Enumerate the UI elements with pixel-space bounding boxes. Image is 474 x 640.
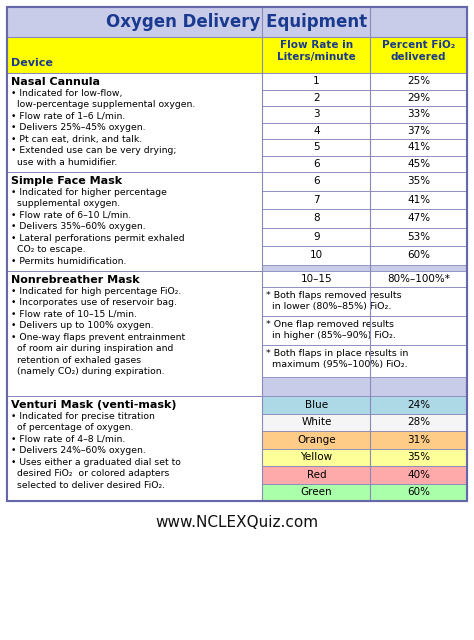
Bar bbox=[370, 431, 467, 449]
Text: • Indicated for high percentage FiO₂.
• Incorporates use of reservoir bag.
• Flo: • Indicated for high percentage FiO₂. • … bbox=[11, 287, 185, 376]
Text: 41%: 41% bbox=[407, 195, 430, 205]
Bar bbox=[262, 172, 370, 191]
Bar bbox=[370, 466, 467, 483]
Text: 35%: 35% bbox=[407, 452, 430, 462]
Bar bbox=[262, 271, 370, 287]
Bar bbox=[262, 483, 370, 501]
Bar bbox=[262, 122, 370, 139]
Bar bbox=[370, 246, 467, 264]
Text: 37%: 37% bbox=[407, 125, 430, 136]
Bar bbox=[262, 106, 370, 122]
Bar bbox=[262, 287, 467, 316]
Bar bbox=[262, 73, 370, 90]
Text: Red: Red bbox=[307, 470, 326, 480]
Bar bbox=[370, 106, 467, 122]
Text: Percent FiO₂
delivered: Percent FiO₂ delivered bbox=[382, 40, 456, 62]
Bar bbox=[262, 227, 370, 246]
Bar bbox=[370, 122, 467, 139]
Text: 9: 9 bbox=[313, 232, 319, 242]
Bar bbox=[370, 139, 467, 156]
Text: www.NCLEXQuiz.com: www.NCLEXQuiz.com bbox=[155, 515, 319, 530]
Bar bbox=[262, 413, 370, 431]
Bar bbox=[370, 90, 467, 106]
Text: 60%: 60% bbox=[407, 250, 430, 260]
Text: 25%: 25% bbox=[407, 76, 430, 86]
Bar bbox=[7, 271, 262, 396]
Text: 40%: 40% bbox=[407, 470, 430, 480]
Bar bbox=[262, 431, 370, 449]
Text: Venturi Mask (venti-mask): Venturi Mask (venti-mask) bbox=[11, 400, 176, 410]
Text: 6: 6 bbox=[313, 159, 319, 169]
Text: 80%–100%*: 80%–100%* bbox=[387, 274, 450, 284]
Text: 41%: 41% bbox=[407, 142, 430, 152]
Bar bbox=[262, 191, 370, 209]
Bar bbox=[262, 345, 467, 377]
Text: 5: 5 bbox=[313, 142, 319, 152]
Bar bbox=[7, 7, 467, 501]
Text: 2: 2 bbox=[313, 93, 319, 103]
Text: Flow Rate in
Liters/minute: Flow Rate in Liters/minute bbox=[277, 40, 356, 62]
Text: Device: Device bbox=[11, 58, 53, 68]
Text: 4: 4 bbox=[313, 125, 319, 136]
Text: Simple Face Mask: Simple Face Mask bbox=[11, 176, 122, 186]
Text: 29%: 29% bbox=[407, 93, 430, 103]
Text: * Both flaps removed results
  in lower (80%–85%) FiO₂.: * Both flaps removed results in lower (8… bbox=[266, 291, 402, 311]
Bar bbox=[262, 316, 467, 345]
Text: Nasal Cannula: Nasal Cannula bbox=[11, 77, 100, 87]
Bar bbox=[370, 156, 467, 172]
Text: 35%: 35% bbox=[407, 176, 430, 186]
Text: 60%: 60% bbox=[407, 487, 430, 497]
Text: 1: 1 bbox=[313, 76, 319, 86]
Bar bbox=[370, 191, 467, 209]
Text: 28%: 28% bbox=[407, 417, 430, 428]
Bar bbox=[262, 156, 370, 172]
Text: 10–15: 10–15 bbox=[301, 274, 332, 284]
Bar bbox=[7, 7, 467, 37]
Bar bbox=[370, 449, 467, 466]
Text: Nonrebreather Mask: Nonrebreather Mask bbox=[11, 275, 140, 285]
Text: Blue: Blue bbox=[305, 400, 328, 410]
Text: 45%: 45% bbox=[407, 159, 430, 169]
Text: • Indicated for precise titration
  of percentage of oxygen.
• Flow rate of 4–8 : • Indicated for precise titration of per… bbox=[11, 412, 181, 490]
Text: 7: 7 bbox=[313, 195, 319, 205]
Bar bbox=[7, 396, 262, 501]
Bar bbox=[7, 37, 467, 73]
Text: 10: 10 bbox=[310, 250, 323, 260]
Bar bbox=[370, 209, 467, 227]
Bar bbox=[262, 90, 370, 106]
Bar bbox=[262, 466, 370, 483]
Text: Oxygen Delivery Equipment: Oxygen Delivery Equipment bbox=[107, 13, 367, 31]
Text: 53%: 53% bbox=[407, 232, 430, 242]
Bar bbox=[262, 396, 370, 413]
Bar bbox=[370, 483, 467, 501]
Bar bbox=[370, 413, 467, 431]
Bar bbox=[262, 209, 370, 227]
Text: * One flap removed results
  in higher (85%–90%) FiO₂.: * One flap removed results in higher (85… bbox=[266, 320, 396, 340]
Text: 31%: 31% bbox=[407, 435, 430, 445]
Bar bbox=[262, 246, 370, 264]
Bar bbox=[262, 449, 370, 466]
Text: 24%: 24% bbox=[407, 400, 430, 410]
Text: Green: Green bbox=[301, 487, 332, 497]
Text: 3: 3 bbox=[313, 109, 319, 119]
Text: * Both flaps in place results in
  maximum (95%–100%) FiO₂.: * Both flaps in place results in maximum… bbox=[266, 349, 409, 369]
Text: 47%: 47% bbox=[407, 213, 430, 223]
Text: • Indicated for higher percentage
  supplemental oxygen.
• Flow rate of 6–10 L/m: • Indicated for higher percentage supple… bbox=[11, 188, 185, 266]
Bar bbox=[370, 271, 467, 287]
Text: 8: 8 bbox=[313, 213, 319, 223]
Bar bbox=[7, 7, 467, 501]
Bar bbox=[370, 227, 467, 246]
Bar bbox=[262, 139, 370, 156]
Bar bbox=[370, 396, 467, 413]
Text: Yellow: Yellow bbox=[301, 452, 332, 462]
Text: 33%: 33% bbox=[407, 109, 430, 119]
Text: • Indicated for low-flow,
  low-percentage supplemental oxygen.
• Flow rate of 1: • Indicated for low-flow, low-percentage… bbox=[11, 89, 195, 166]
Bar bbox=[370, 172, 467, 191]
Text: 6: 6 bbox=[313, 176, 319, 186]
Bar bbox=[7, 172, 262, 271]
Bar bbox=[7, 73, 262, 172]
Bar bbox=[370, 73, 467, 90]
Text: White: White bbox=[301, 417, 331, 428]
Text: Orange: Orange bbox=[297, 435, 336, 445]
